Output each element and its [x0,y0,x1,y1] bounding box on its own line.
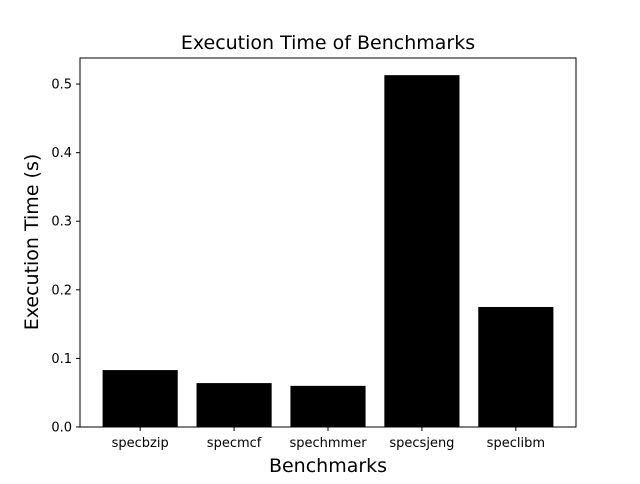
y-tick-label: 0.0 [51,421,72,436]
x-axis-label: Benchmarks [269,455,387,477]
x-tick-label: speclibm [487,436,545,451]
x-tick-label: specbzip [112,436,169,451]
bar-specbzip [102,370,178,427]
x-tick-label: specmcf [207,436,262,451]
y-tick-label: 0.4 [51,146,72,161]
chart-title: Execution Time of Benchmarks [181,32,475,54]
plot-frame [79,57,577,428]
y-axis-ticks: 0.0 0.1 0.2 0.3 0.4 0.5 [51,78,80,436]
bars-layer [102,75,554,427]
y-axis-label: Execution Time (s) [21,154,43,331]
x-axis-ticks: specbzip specmcf spechmmer specsjeng speclib… [112,427,545,451]
y-tick-label: 0.2 [51,283,72,298]
bar-specmcf [196,383,272,427]
y-tick-label: 0.3 [51,215,72,230]
x-tick-label: specsjeng [389,436,454,451]
y-tick-label: 0.1 [51,352,72,367]
bar-specsjeng [384,75,460,427]
bar-spechmmer [290,385,366,427]
bar-speclibm [478,306,554,427]
x-tick-label: spechmmer [289,436,367,451]
y-tick-label: 0.5 [51,78,72,93]
